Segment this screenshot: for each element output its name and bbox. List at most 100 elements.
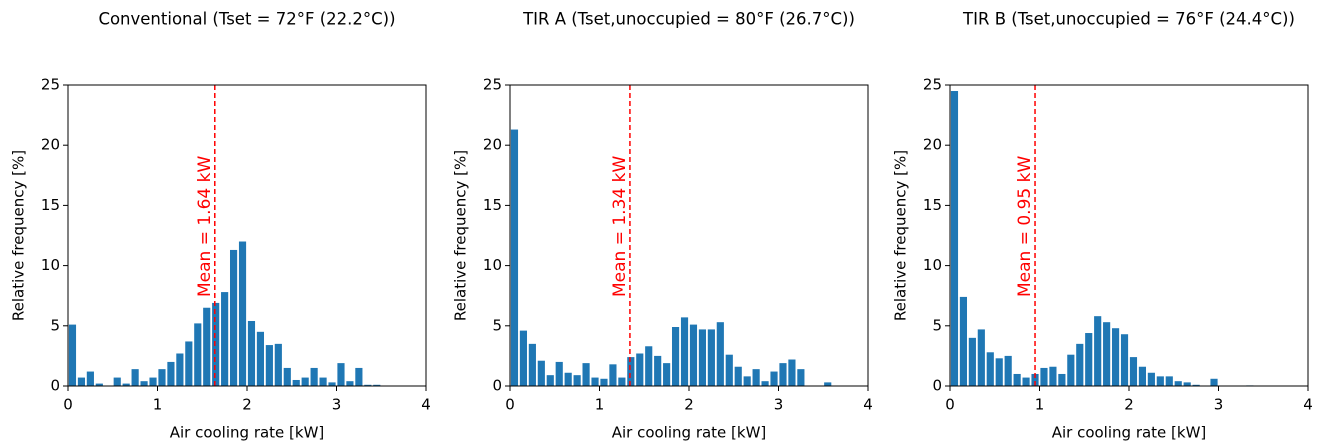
bar [725,354,733,386]
bar [274,343,282,386]
bar [1058,373,1066,386]
bar [636,353,644,386]
bar [229,249,238,386]
bar [1067,354,1075,386]
y-tick-label: 25 [923,76,942,94]
bar [212,302,220,386]
bar [68,324,77,386]
x-axis-label: Air cooling rate [kW] [1052,424,1207,442]
bar [671,327,680,386]
bar [645,346,653,386]
bar [1165,376,1173,386]
bar [167,361,175,386]
bar [950,91,959,387]
bar [591,377,599,386]
bar [797,369,805,386]
bar [1049,366,1057,386]
x-tick-label: 3 [774,396,784,414]
bar [546,375,554,386]
bar [346,381,354,386]
bar [689,324,698,386]
bar [1013,373,1021,386]
y-tick-label: 5 [50,316,60,334]
bar [1129,357,1138,386]
bar [355,367,363,386]
chart-title: TIR B (Tset,unoccupied = 76°F (24.4°C)) [962,10,1295,29]
bar [140,381,148,386]
x-tick-label: 3 [332,396,342,414]
bar [149,377,157,386]
bar [1094,316,1102,386]
bar [1183,382,1191,386]
bar [968,337,976,386]
bar [582,363,590,386]
bar [1111,328,1120,386]
bar [1085,333,1093,386]
x-tick-label: 0 [63,396,73,414]
plot-frame [949,84,1309,387]
x-tick-label: 0 [945,396,955,414]
x-tick-label: 2 [242,396,252,414]
bar [627,357,635,386]
y-tick-label: 15 [923,196,942,214]
bar [1031,373,1039,386]
bar [1156,376,1164,386]
bar [131,369,139,386]
bar [698,329,707,386]
x-tick-label: 3 [1214,396,1224,414]
bar [716,322,724,386]
bar [609,364,617,386]
bar [194,323,202,386]
bar [86,371,94,386]
bar [1004,355,1012,386]
bar [328,382,336,386]
bar [752,369,760,386]
x-axis-label: Air cooling rate [kW] [612,424,767,442]
bar [995,358,1003,386]
bar [779,363,787,386]
bar [680,317,689,386]
y-axis-label: Relative frequency [%] [892,150,910,321]
bar [256,331,265,386]
y-tick-label: 10 [483,256,502,274]
bar [761,381,769,386]
bar [654,355,662,386]
bar [203,307,211,386]
chart-title: Conventional (Tset = 72°F (22.2°C)) [98,10,395,29]
x-tick-label: 2 [1124,396,1134,414]
x-tick-label: 1 [595,396,605,414]
bar [564,372,572,386]
y-tick-label: 5 [932,316,942,334]
x-tick-label: 4 [421,396,431,414]
bar [537,360,545,386]
bar [1210,378,1218,386]
bar [364,384,372,386]
bar [221,292,229,386]
bar [600,378,608,386]
bar [1147,372,1155,386]
bar [824,382,832,386]
bar [986,352,994,386]
y-tick-label: 20 [483,136,502,154]
bar [770,371,778,386]
bar [319,377,327,386]
y-tick-label: 20 [923,136,942,154]
bar [663,363,671,386]
y-tick-label: 10 [41,256,60,274]
bar [373,384,381,386]
bar [788,359,796,386]
bar [1103,322,1111,386]
bar [1040,367,1048,386]
x-tick-label: 1 [1035,396,1045,414]
bar [510,129,519,386]
bar [185,341,193,386]
y-axis-label: Relative frequency [%] [10,150,28,321]
x-axis-label: Air cooling rate [kW] [170,424,325,442]
bar [977,329,985,386]
bar [176,353,184,386]
bar [1120,334,1129,386]
bar [310,367,318,386]
bar [238,241,247,386]
bar [618,377,626,386]
